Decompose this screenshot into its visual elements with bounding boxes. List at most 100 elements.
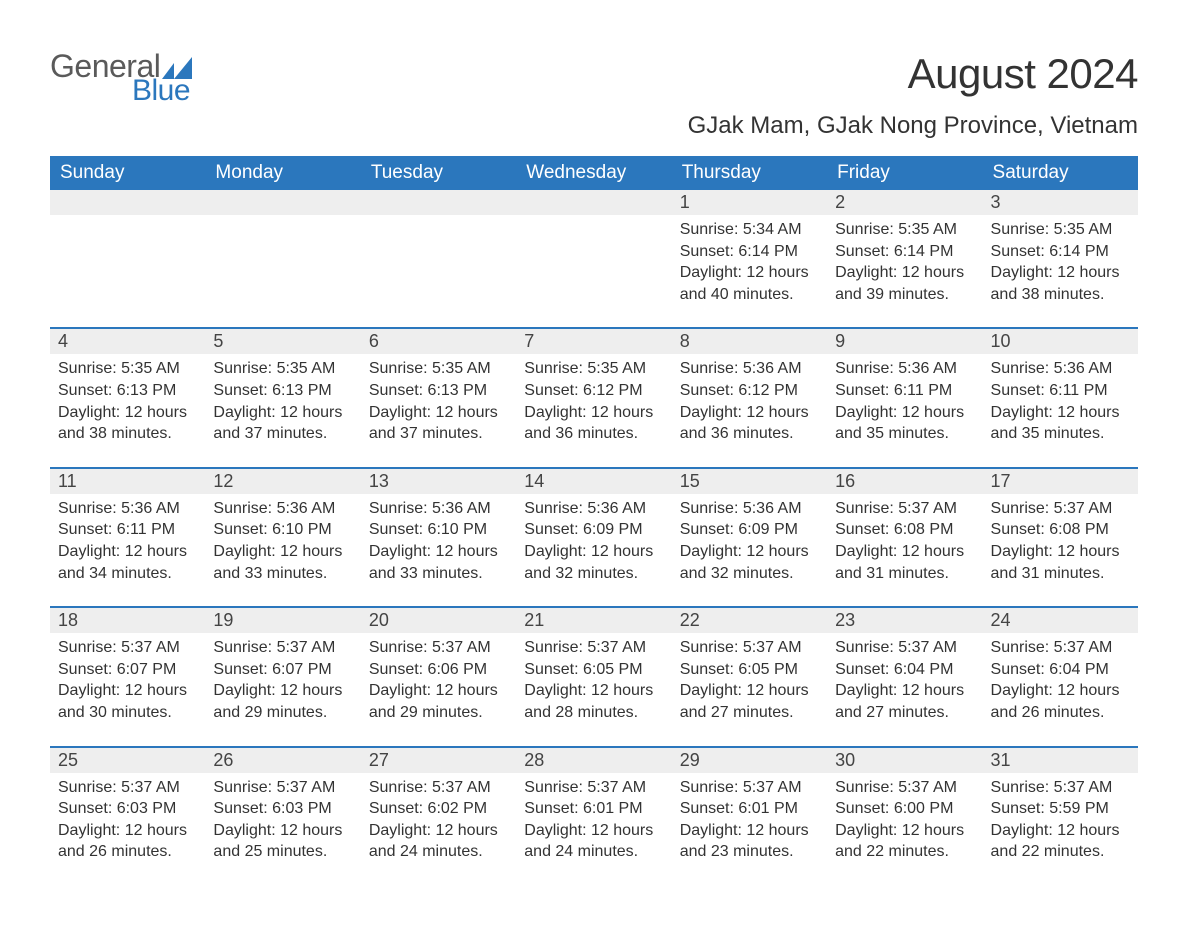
daylight-text: Daylight: 12 hours and 27 minutes. — [835, 680, 974, 723]
day-number: 28 — [516, 748, 671, 773]
day-details: Sunrise: 5:37 AMSunset: 6:03 PMDaylight:… — [50, 773, 205, 885]
daylight-text: Daylight: 12 hours and 31 minutes. — [991, 541, 1130, 584]
calendar-day-cell: 17Sunrise: 5:37 AMSunset: 6:08 PMDayligh… — [983, 468, 1138, 607]
sunset-text: Sunset: 6:05 PM — [524, 659, 663, 681]
calendar-day-cell: 8Sunrise: 5:36 AMSunset: 6:12 PMDaylight… — [672, 328, 827, 467]
calendar-day-cell: 28Sunrise: 5:37 AMSunset: 6:01 PMDayligh… — [516, 747, 671, 885]
daylight-text: Daylight: 12 hours and 25 minutes. — [213, 820, 352, 863]
day-number: 1 — [672, 190, 827, 215]
daylight-text: Daylight: 12 hours and 29 minutes. — [369, 680, 508, 723]
day-number: 5 — [205, 329, 360, 354]
daylight-text: Daylight: 12 hours and 30 minutes. — [58, 680, 197, 723]
calendar-day-cell: 9Sunrise: 5:36 AMSunset: 6:11 PMDaylight… — [827, 328, 982, 467]
calendar-day-cell: 29Sunrise: 5:37 AMSunset: 6:01 PMDayligh… — [672, 747, 827, 885]
weekday-header: Tuesday — [361, 156, 516, 190]
daylight-text: Daylight: 12 hours and 22 minutes. — [991, 820, 1130, 863]
sunrise-text: Sunrise: 5:37 AM — [680, 777, 819, 799]
daylight-text: Daylight: 12 hours and 27 minutes. — [680, 680, 819, 723]
sunset-text: Sunset: 6:12 PM — [680, 380, 819, 402]
day-number: 13 — [361, 469, 516, 494]
day-details: Sunrise: 5:37 AMSunset: 6:04 PMDaylight:… — [983, 633, 1138, 745]
calendar-week-row: 18Sunrise: 5:37 AMSunset: 6:07 PMDayligh… — [50, 607, 1138, 746]
day-details: Sunrise: 5:35 AMSunset: 6:13 PMDaylight:… — [361, 354, 516, 466]
day-details: Sunrise: 5:37 AMSunset: 6:04 PMDaylight:… — [827, 633, 982, 745]
sunrise-text: Sunrise: 5:35 AM — [991, 219, 1130, 241]
sunset-text: Sunset: 6:06 PM — [369, 659, 508, 681]
calendar-day-cell: 31Sunrise: 5:37 AMSunset: 5:59 PMDayligh… — [983, 747, 1138, 885]
sunrise-text: Sunrise: 5:37 AM — [369, 777, 508, 799]
daylight-text: Daylight: 12 hours and 38 minutes. — [58, 402, 197, 445]
calendar-day-cell: 27Sunrise: 5:37 AMSunset: 6:02 PMDayligh… — [361, 747, 516, 885]
day-number: 20 — [361, 608, 516, 633]
day-number: 8 — [672, 329, 827, 354]
day-details — [205, 215, 360, 325]
logo-flag-icon — [162, 57, 192, 79]
sunrise-text: Sunrise: 5:37 AM — [835, 637, 974, 659]
calendar-day-cell: 2Sunrise: 5:35 AMSunset: 6:14 PMDaylight… — [827, 190, 982, 328]
sunrise-text: Sunrise: 5:37 AM — [213, 777, 352, 799]
sunset-text: Sunset: 6:04 PM — [991, 659, 1130, 681]
calendar-day-cell: 20Sunrise: 5:37 AMSunset: 6:06 PMDayligh… — [361, 607, 516, 746]
calendar-day-cell: 30Sunrise: 5:37 AMSunset: 6:00 PMDayligh… — [827, 747, 982, 885]
weekday-header: Friday — [827, 156, 982, 190]
weekday-header: Saturday — [983, 156, 1138, 190]
calendar-day-cell: 10Sunrise: 5:36 AMSunset: 6:11 PMDayligh… — [983, 328, 1138, 467]
day-number: 16 — [827, 469, 982, 494]
sunrise-text: Sunrise: 5:37 AM — [835, 498, 974, 520]
daylight-text: Daylight: 12 hours and 38 minutes. — [991, 262, 1130, 305]
day-details: Sunrise: 5:36 AMSunset: 6:09 PMDaylight:… — [516, 494, 671, 606]
day-number: 4 — [50, 329, 205, 354]
daylight-text: Daylight: 12 hours and 29 minutes. — [213, 680, 352, 723]
day-details — [50, 215, 205, 325]
day-details: Sunrise: 5:37 AMSunset: 6:05 PMDaylight:… — [672, 633, 827, 745]
sunrise-text: Sunrise: 5:37 AM — [369, 637, 508, 659]
day-details: Sunrise: 5:37 AMSunset: 6:08 PMDaylight:… — [983, 494, 1138, 606]
sunset-text: Sunset: 6:13 PM — [58, 380, 197, 402]
day-number: 12 — [205, 469, 360, 494]
daylight-text: Daylight: 12 hours and 24 minutes. — [369, 820, 508, 863]
calendar-day-cell: 3Sunrise: 5:35 AMSunset: 6:14 PMDaylight… — [983, 190, 1138, 328]
day-details: Sunrise: 5:36 AMSunset: 6:11 PMDaylight:… — [983, 354, 1138, 466]
day-number: 9 — [827, 329, 982, 354]
daylight-text: Daylight: 12 hours and 28 minutes. — [524, 680, 663, 723]
sunset-text: Sunset: 6:01 PM — [524, 798, 663, 820]
calendar-day-cell: 7Sunrise: 5:35 AMSunset: 6:12 PMDaylight… — [516, 328, 671, 467]
calendar-day-cell: 25Sunrise: 5:37 AMSunset: 6:03 PMDayligh… — [50, 747, 205, 885]
daylight-text: Daylight: 12 hours and 24 minutes. — [524, 820, 663, 863]
day-number: 14 — [516, 469, 671, 494]
daylight-text: Daylight: 12 hours and 33 minutes. — [213, 541, 352, 584]
weekday-header-row: Sunday Monday Tuesday Wednesday Thursday… — [50, 156, 1138, 190]
weekday-header: Thursday — [672, 156, 827, 190]
day-number: 30 — [827, 748, 982, 773]
calendar-week-row: 4Sunrise: 5:35 AMSunset: 6:13 PMDaylight… — [50, 328, 1138, 467]
day-details: Sunrise: 5:37 AMSunset: 6:01 PMDaylight:… — [672, 773, 827, 885]
sunset-text: Sunset: 6:07 PM — [58, 659, 197, 681]
day-details: Sunrise: 5:36 AMSunset: 6:12 PMDaylight:… — [672, 354, 827, 466]
day-number: 21 — [516, 608, 671, 633]
day-details: Sunrise: 5:34 AMSunset: 6:14 PMDaylight:… — [672, 215, 827, 327]
daylight-text: Daylight: 12 hours and 26 minutes. — [991, 680, 1130, 723]
daylight-text: Daylight: 12 hours and 40 minutes. — [680, 262, 819, 305]
weekday-header: Monday — [205, 156, 360, 190]
sunrise-text: Sunrise: 5:36 AM — [369, 498, 508, 520]
daylight-text: Daylight: 12 hours and 39 minutes. — [835, 262, 974, 305]
sunrise-text: Sunrise: 5:35 AM — [213, 358, 352, 380]
sunset-text: Sunset: 6:10 PM — [213, 519, 352, 541]
sunset-text: Sunset: 6:08 PM — [991, 519, 1130, 541]
daylight-text: Daylight: 12 hours and 32 minutes. — [680, 541, 819, 584]
sunset-text: Sunset: 6:13 PM — [369, 380, 508, 402]
daylight-text: Daylight: 12 hours and 22 minutes. — [835, 820, 974, 863]
day-number: 11 — [50, 469, 205, 494]
sunset-text: Sunset: 6:09 PM — [680, 519, 819, 541]
day-number: 2 — [827, 190, 982, 215]
sunset-text: Sunset: 6:00 PM — [835, 798, 974, 820]
calendar-week-row: 11Sunrise: 5:36 AMSunset: 6:11 PMDayligh… — [50, 468, 1138, 607]
sunset-text: Sunset: 6:13 PM — [213, 380, 352, 402]
day-details: Sunrise: 5:37 AMSunset: 6:07 PMDaylight:… — [205, 633, 360, 745]
weekday-header: Sunday — [50, 156, 205, 190]
day-details: Sunrise: 5:35 AMSunset: 6:13 PMDaylight:… — [205, 354, 360, 466]
calendar-day-cell: 23Sunrise: 5:37 AMSunset: 6:04 PMDayligh… — [827, 607, 982, 746]
sunset-text: Sunset: 6:11 PM — [835, 380, 974, 402]
calendar-day-cell: 26Sunrise: 5:37 AMSunset: 6:03 PMDayligh… — [205, 747, 360, 885]
day-details: Sunrise: 5:37 AMSunset: 6:06 PMDaylight:… — [361, 633, 516, 745]
